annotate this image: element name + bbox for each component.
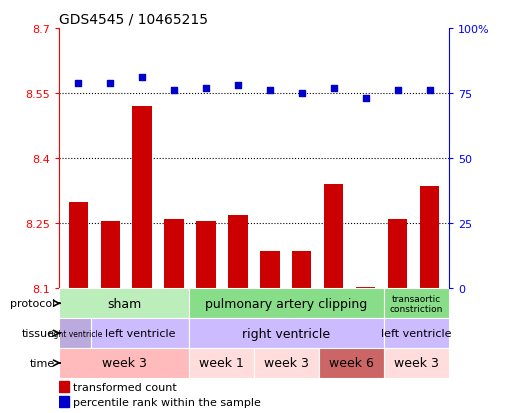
Bar: [59, 381, 69, 392]
Text: pulmonary artery clipping: pulmonary artery clipping: [205, 297, 367, 310]
Bar: [101, 222, 120, 289]
Point: [266, 88, 274, 95]
FancyBboxPatch shape: [189, 289, 384, 318]
Text: sham: sham: [107, 297, 141, 310]
Text: week 3: week 3: [264, 356, 309, 370]
Bar: [420, 187, 439, 289]
Text: left ventricle: left ventricle: [105, 328, 175, 338]
Text: GDS4545 / 10465215: GDS4545 / 10465215: [59, 12, 208, 26]
Point: [138, 75, 146, 82]
Point: [106, 80, 114, 87]
FancyBboxPatch shape: [59, 318, 91, 348]
Bar: [69, 202, 88, 289]
Point: [330, 85, 338, 92]
FancyBboxPatch shape: [59, 348, 189, 378]
Text: week 3: week 3: [102, 356, 146, 370]
Bar: [59, 396, 69, 407]
FancyBboxPatch shape: [189, 348, 254, 378]
FancyBboxPatch shape: [59, 289, 189, 318]
Point: [202, 85, 210, 92]
Text: protocol: protocol: [10, 299, 55, 309]
Text: transformed count: transformed count: [73, 382, 176, 392]
Bar: [388, 219, 407, 289]
Bar: [324, 185, 343, 289]
Text: right ventricle: right ventricle: [48, 329, 103, 338]
Point: [234, 83, 242, 89]
Text: transaortic
constriction: transaortic constriction: [390, 294, 443, 313]
FancyBboxPatch shape: [384, 318, 449, 348]
FancyBboxPatch shape: [254, 348, 319, 378]
Point: [426, 88, 434, 95]
Bar: [356, 287, 376, 289]
Bar: [260, 252, 280, 289]
Bar: [196, 222, 215, 289]
FancyBboxPatch shape: [91, 318, 189, 348]
Text: time: time: [30, 358, 55, 368]
Bar: [132, 107, 152, 289]
Text: percentile rank within the sample: percentile rank within the sample: [73, 397, 261, 407]
FancyBboxPatch shape: [384, 348, 449, 378]
Text: week 1: week 1: [199, 356, 244, 370]
FancyBboxPatch shape: [384, 289, 449, 318]
FancyBboxPatch shape: [189, 318, 384, 348]
Point: [170, 88, 178, 95]
Text: week 6: week 6: [329, 356, 374, 370]
Bar: [292, 252, 311, 289]
Text: tissue: tissue: [22, 328, 55, 338]
Point: [74, 80, 82, 87]
Point: [298, 90, 306, 97]
FancyBboxPatch shape: [319, 348, 384, 378]
Point: [362, 96, 370, 102]
Bar: [228, 215, 248, 289]
Point: [393, 88, 402, 95]
Text: right ventricle: right ventricle: [242, 327, 330, 340]
Text: left ventricle: left ventricle: [381, 328, 451, 338]
Text: week 3: week 3: [394, 356, 439, 370]
Bar: [165, 219, 184, 289]
